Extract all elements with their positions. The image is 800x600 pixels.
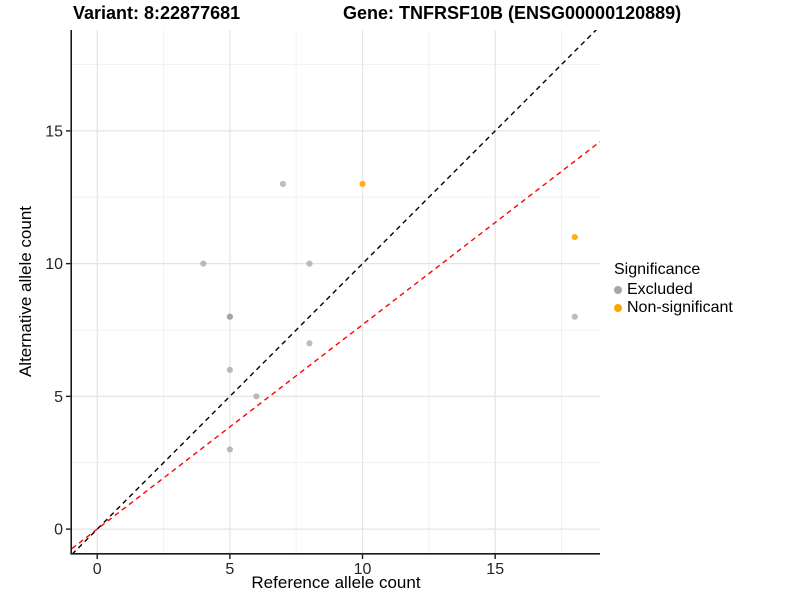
y-tick-label: 0 [54,522,63,539]
x-tick-label: 10 [354,561,372,578]
data-point-non-significant [571,233,578,241]
legend-item: Non-significant [614,299,733,317]
data-point-excluded [253,393,260,400]
data-point-excluded [306,340,313,347]
y-tick-label: 15 [45,123,63,140]
reference-lines [72,30,600,553]
legend-title: Significance [614,261,701,278]
legend-item-label: Non-significant [627,299,733,316]
gene-title: Gene: TNFRSF10B (ENSG00000120889) [343,3,682,23]
variant-title: Variant: 8:22877681 [73,3,241,23]
legend-item-label: Excluded [627,281,693,298]
x-tick-label: 15 [486,561,504,578]
legend-items: Excluded Non-significant [614,281,733,317]
y-axis-title: Alternative allele count [16,205,35,378]
data-point-excluded [571,313,578,320]
legend-item: Excluded [614,281,733,299]
x-tick-label: 0 [93,561,102,578]
x-axis-title: Reference allele count [251,573,421,592]
identity-line [72,30,598,553]
ratio-line [72,141,600,550]
data-point-excluded [226,366,233,373]
legend: Significance Excluded Non-significant [614,261,733,317]
data-point-excluded [306,260,313,267]
y-tick-label: 10 [45,256,63,273]
data-point-non-significant [359,180,366,188]
x-tick-label: 5 [225,561,234,578]
data-point-excluded [226,313,233,320]
legend-dot-icon [614,286,622,294]
data-point-excluded [226,446,233,453]
legend-dot-icon [614,304,622,312]
y-axis-title-wrap: Alternative allele count [14,30,38,553]
data-point-excluded [279,180,287,188]
data-point-excluded [200,260,207,267]
y-tick-label: 5 [54,389,63,406]
